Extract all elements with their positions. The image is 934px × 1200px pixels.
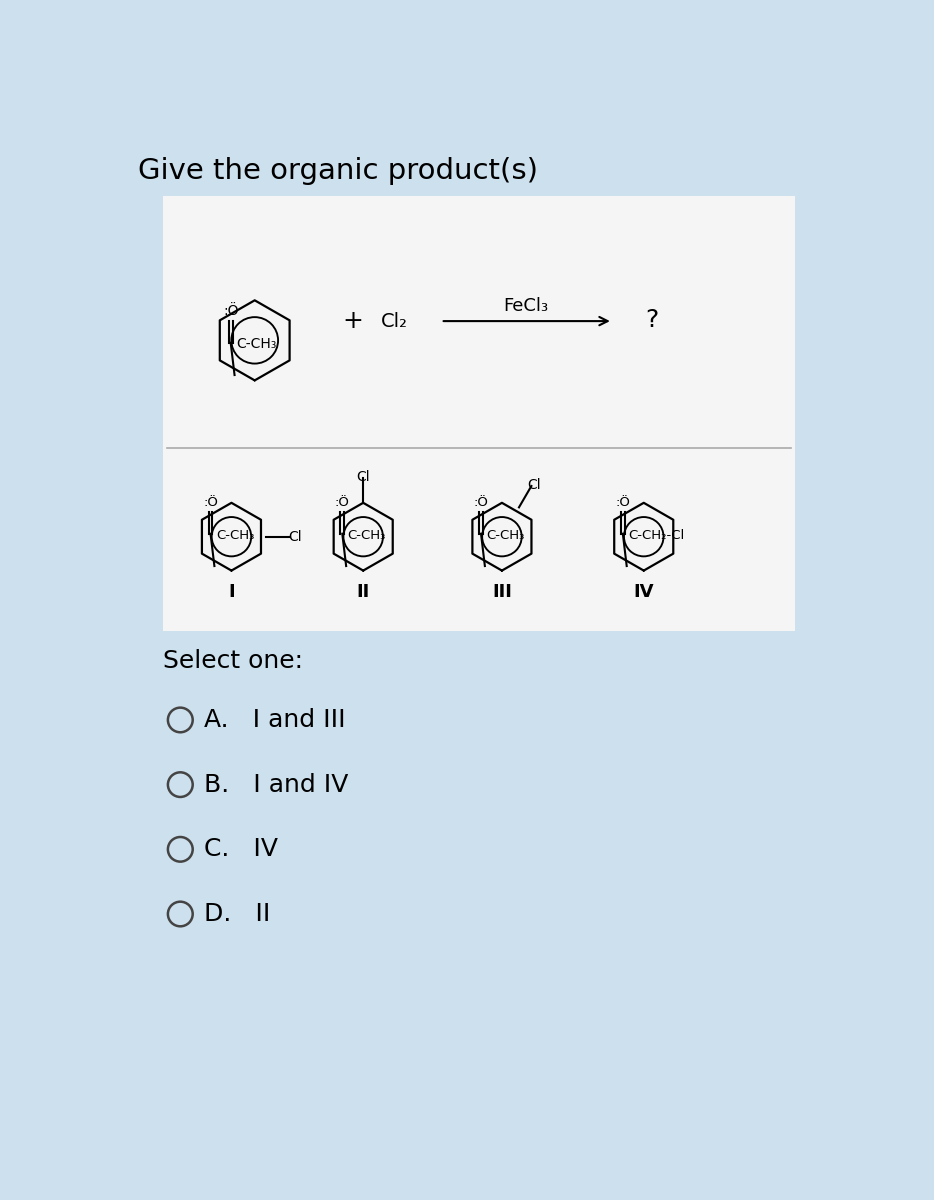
Text: IV: IV	[633, 583, 654, 601]
FancyBboxPatch shape	[163, 197, 795, 631]
Text: II: II	[357, 583, 370, 601]
Text: FeCl₃: FeCl₃	[503, 296, 548, 314]
Text: III: III	[492, 583, 512, 601]
Text: D.   II: D. II	[204, 902, 270, 926]
Text: C-CH₃: C-CH₃	[236, 337, 276, 352]
Text: +: +	[343, 310, 363, 334]
Text: A.   I and III: A. I and III	[204, 708, 346, 732]
Text: I: I	[228, 583, 234, 601]
Text: :Ö: :Ö	[223, 304, 238, 318]
Text: Select one:: Select one:	[163, 649, 304, 673]
Text: C-CH₂-Cl: C-CH₂-Cl	[629, 529, 685, 541]
Text: :Ö: :Ö	[203, 496, 218, 509]
Text: C-CH₃: C-CH₃	[347, 529, 386, 541]
Text: C-CH₃: C-CH₃	[487, 529, 525, 541]
Text: B.   I and IV: B. I and IV	[204, 773, 348, 797]
Text: :Ö: :Ö	[334, 496, 349, 509]
Text: :Ö: :Ö	[474, 496, 488, 509]
Text: Cl: Cl	[527, 478, 541, 492]
Text: Give the organic product(s): Give the organic product(s)	[138, 157, 538, 185]
Text: C-CH₃: C-CH₃	[216, 529, 254, 541]
Text: C.   IV: C. IV	[204, 838, 277, 862]
Text: ?: ?	[644, 307, 658, 331]
Text: Cl: Cl	[289, 529, 302, 544]
Text: Cl: Cl	[357, 469, 370, 484]
Text: :Ö: :Ö	[616, 496, 630, 509]
Text: Cl₂: Cl₂	[381, 312, 408, 330]
